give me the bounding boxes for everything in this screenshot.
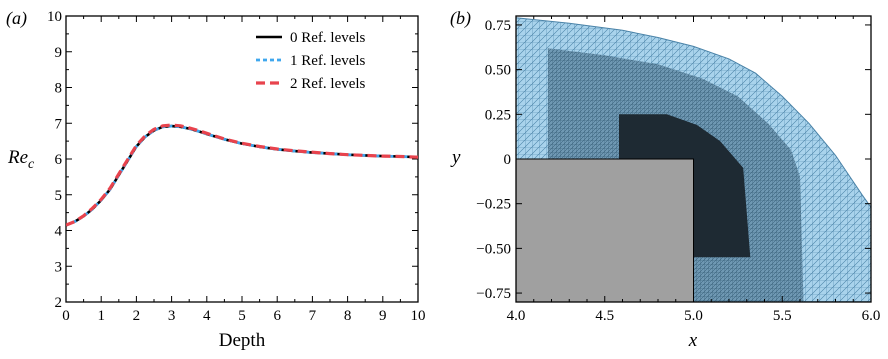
a-xtick-label: 8 bbox=[344, 308, 352, 324]
a-ytick-label: 9 bbox=[55, 45, 63, 61]
a-xtick-label: 5 bbox=[238, 308, 246, 324]
a-xtick-label: 7 bbox=[309, 308, 317, 324]
panel-a-ylabel-main: Re bbox=[7, 147, 28, 168]
b-ytick-label: 0.75 bbox=[485, 18, 511, 34]
panel-a-legend: 0 Ref. levels 1 Ref. levels 2 Ref. levels bbox=[256, 30, 366, 92]
panel-a-ylabel: Rec bbox=[7, 147, 35, 172]
a-xtick-label: 9 bbox=[379, 308, 387, 324]
a-xtick-label: 0 bbox=[62, 308, 70, 324]
a-ytick-label: 8 bbox=[55, 81, 63, 97]
panel-a: (a) 0 1 2 3 4 5 6 7 8 9 10 2 3 4 5 6 7 8 9 10 0 Ref. levels… bbox=[6, 8, 426, 351]
b-ytick-label: 0.25 bbox=[485, 107, 511, 123]
panel-b: (b) 4.0 4.5 5.0 5.5 6.0 0.75 0.50 0.25 0 −0.25 −0.… bbox=[450, 8, 880, 351]
panel-b-ticks: 4.0 4.5 5.0 5.5 6.0 0.75 0.50 0.25 0 −0.25 −0.50 −0… bbox=[476, 16, 880, 324]
legend-entry-2: 2 Ref. levels bbox=[290, 76, 366, 92]
b-ytick-label: 0.50 bbox=[485, 63, 511, 79]
panel-a-xlabel: Depth bbox=[219, 330, 266, 351]
series-line-2 bbox=[66, 123, 418, 227]
mesh-region bbox=[516, 16, 871, 302]
panel-a-ticks: 0 1 2 3 4 5 6 7 8 9 10 2 3 4 5 6 7 8 9 10 bbox=[47, 9, 426, 324]
panel-a-series bbox=[66, 123, 418, 227]
panel-a-ylabel-sub: c bbox=[28, 157, 35, 172]
a-ytick-label: 10 bbox=[47, 9, 62, 25]
panel-a-label: (a) bbox=[6, 8, 27, 29]
panel-b-label: (b) bbox=[450, 8, 471, 29]
b-xtick-label: 4.5 bbox=[595, 308, 614, 324]
b-xtick-label: 5.5 bbox=[773, 308, 792, 324]
a-xtick-label: 4 bbox=[203, 308, 211, 324]
legend-entry-1: 1 Ref. levels bbox=[290, 53, 366, 69]
panel-b-xlabel: x bbox=[688, 330, 698, 351]
panel-b-ylabel: y bbox=[450, 147, 461, 168]
b-ytick-label: −0.25 bbox=[476, 197, 511, 213]
body-block bbox=[516, 158, 694, 302]
a-ytick-label: 6 bbox=[55, 152, 63, 168]
a-xtick-label: 1 bbox=[97, 308, 105, 324]
a-xtick-label: 10 bbox=[411, 308, 426, 324]
a-ytick-label: 7 bbox=[55, 116, 63, 132]
a-ytick-label: 5 bbox=[55, 188, 63, 204]
a-xtick-label: 6 bbox=[273, 308, 281, 324]
b-xtick-label: 5.0 bbox=[684, 308, 703, 324]
b-ytick-label: −0.50 bbox=[476, 241, 511, 257]
a-ytick-label: 2 bbox=[55, 295, 63, 311]
b-ytick-label: 0 bbox=[504, 152, 512, 168]
b-ytick-label: −0.75 bbox=[476, 286, 511, 302]
a-ytick-label: 3 bbox=[55, 259, 63, 275]
b-xtick-label: 6.0 bbox=[862, 308, 881, 324]
legend-entry-0: 0 Ref. levels bbox=[290, 30, 366, 46]
b-xtick-label: 4.0 bbox=[507, 308, 526, 324]
a-xtick-label: 2 bbox=[133, 308, 141, 324]
a-ytick-label: 4 bbox=[55, 224, 63, 240]
mesh-dense-zone bbox=[619, 114, 751, 258]
a-xtick-label: 3 bbox=[168, 308, 176, 324]
